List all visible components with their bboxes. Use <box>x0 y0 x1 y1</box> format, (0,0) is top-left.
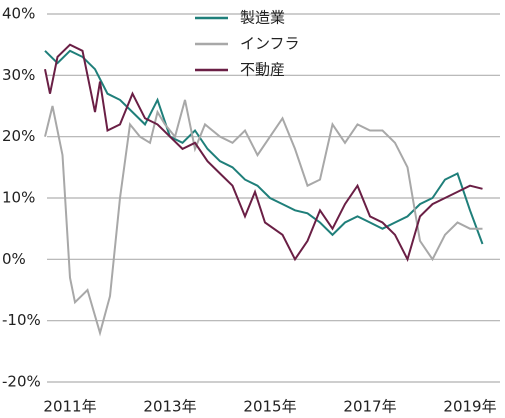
y-tick-label: 20% <box>2 127 35 145</box>
series-line <box>44 99 483 337</box>
series-line <box>44 43 483 262</box>
y-tick-label: 10% <box>2 189 35 207</box>
y-tick-label: 0% <box>2 250 26 268</box>
series-line <box>44 49 484 245</box>
y-tick-label: -10% <box>2 311 41 329</box>
x-tick-label: 2017年 <box>343 398 396 416</box>
legend-label: 不動産 <box>240 61 285 79</box>
x-tick-label: 2011年 <box>43 398 96 416</box>
y-tick-label: 40% <box>2 5 35 23</box>
legend-label: インフラ <box>240 35 300 53</box>
x-tick-label: 2015年 <box>243 398 296 416</box>
y-tick-label: -20% <box>2 373 41 391</box>
x-tick-label: 2013年 <box>143 398 196 416</box>
legend-label: 製造業 <box>240 9 285 27</box>
x-tick-label: 2019年 <box>443 398 496 416</box>
y-tick-label: 30% <box>2 66 35 84</box>
